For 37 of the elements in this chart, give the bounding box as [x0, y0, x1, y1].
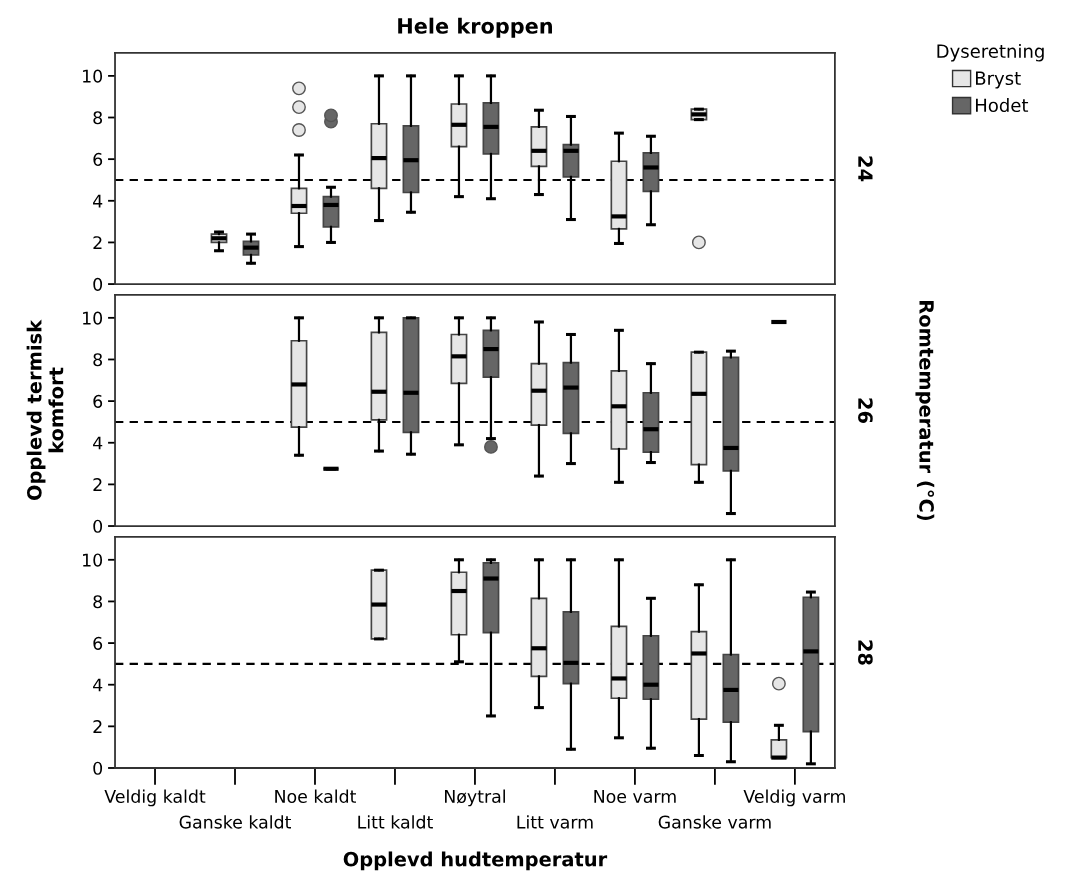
y-tick-label: 4 [93, 436, 103, 450]
y-tick-label: 8 [93, 111, 103, 125]
chart-title: Hele kroppen [398, 17, 552, 38]
y-tick-label: 6 [93, 636, 103, 650]
y-tick-label: 0 [93, 277, 103, 291]
legend-label: Hodet [976, 98, 1029, 113]
y-tick-label: 8 [93, 353, 103, 367]
x-tick-label: Ganske kaldt [179, 815, 291, 829]
y-tick-label: 6 [93, 394, 103, 408]
text: 28 [858, 640, 873, 665]
x-tick-label: Nøytral [445, 789, 505, 807]
y-tick-label: 10 [83, 69, 103, 83]
y-tick-label: 2 [93, 720, 102, 733]
x-tick-label: Veldig varm [743, 789, 845, 807]
y-tick-label: 8 [93, 595, 103, 609]
text: 24 [858, 156, 873, 182]
y-tick-label: 4 [93, 194, 103, 208]
y-axis-title: Opplevd termisk komfort [26, 319, 64, 501]
y-tick-label: 10 [83, 311, 103, 325]
y-tick-label: 10 [83, 553, 103, 567]
y-tick-label: 4 [93, 678, 103, 692]
y-tick-label: 2 [93, 478, 102, 491]
y-tick-label: 2 [93, 236, 102, 250]
x-tick-label: Litt kaldt [358, 815, 433, 829]
text: 26 [858, 398, 873, 423]
x-tick-label: Litt varm [517, 815, 593, 829]
x-axis-title: Opplevd hudtemperatur [343, 851, 608, 871]
x-tick-label: Veldig kaldt [104, 789, 206, 807]
x-tick-label: Noe kaldt [275, 789, 356, 803]
x-tick-label: Ganske varm [658, 815, 771, 829]
y-tick-label: 6 [93, 152, 103, 166]
x-tick-label: Noe varm [594, 790, 676, 803]
y-tick-label: 0 [93, 519, 103, 533]
y2-axis-title: Romtemperatur (°C) [915, 301, 935, 521]
legend-title: Dyseretning [937, 44, 1044, 62]
y-tick-label: 0 [93, 761, 103, 775]
legend-label: Bryst [976, 71, 1021, 89]
